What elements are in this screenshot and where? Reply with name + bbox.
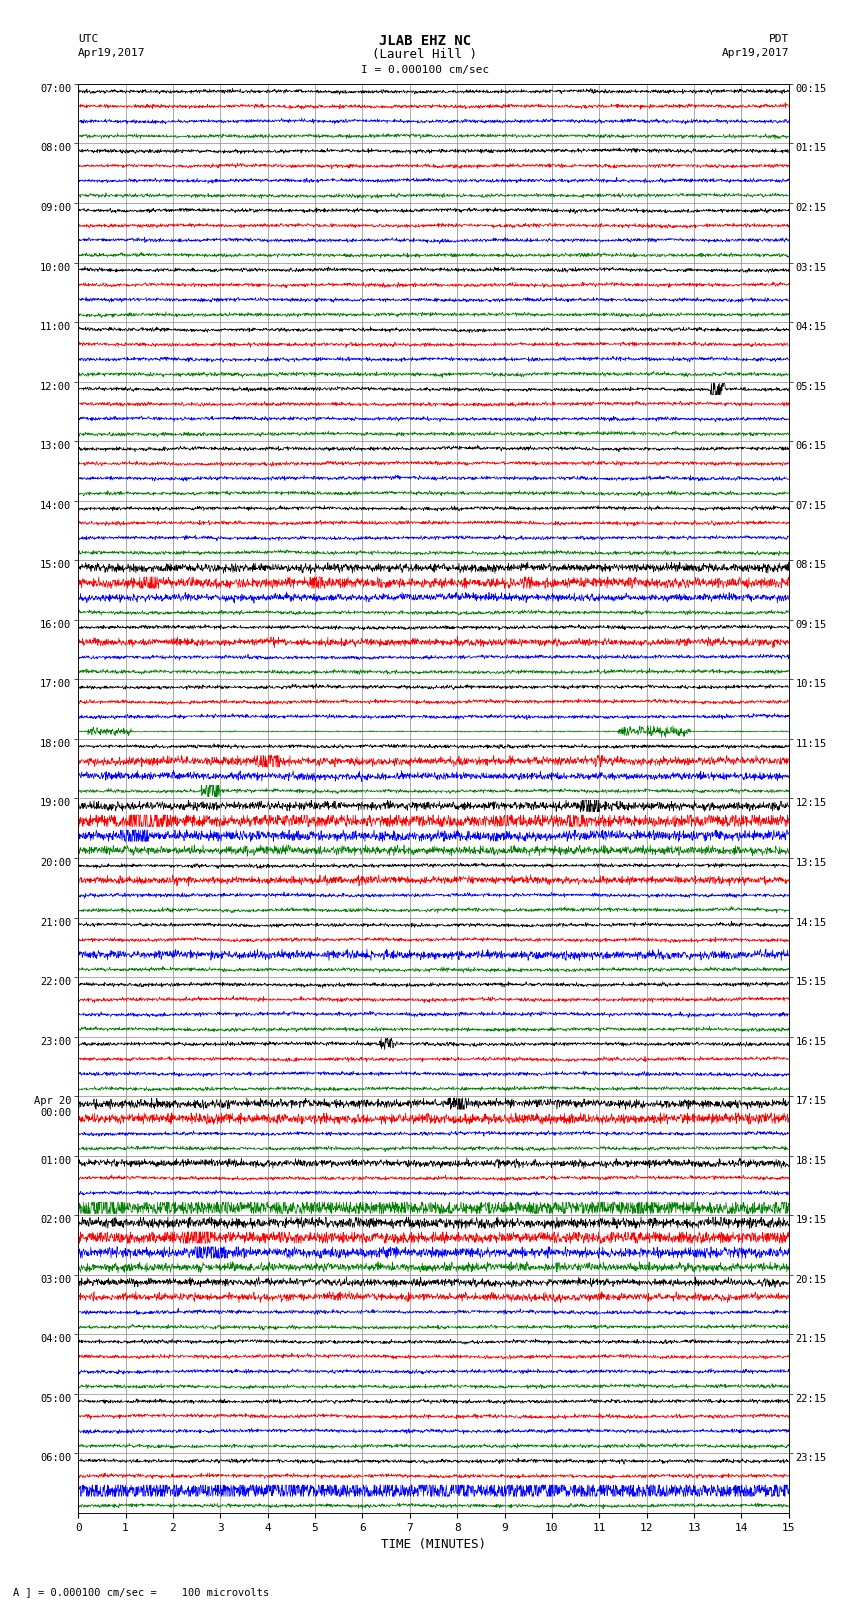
Text: PDT: PDT	[768, 34, 789, 44]
X-axis label: TIME (MINUTES): TIME (MINUTES)	[381, 1539, 486, 1552]
Text: (Laurel Hill ): (Laurel Hill )	[372, 48, 478, 61]
Text: I = 0.000100 cm/sec: I = 0.000100 cm/sec	[361, 65, 489, 74]
Text: JLAB EHZ NC: JLAB EHZ NC	[379, 34, 471, 48]
Text: Apr19,2017: Apr19,2017	[78, 48, 145, 58]
Text: A ] = 0.000100 cm/sec =    100 microvolts: A ] = 0.000100 cm/sec = 100 microvolts	[13, 1587, 269, 1597]
Text: UTC: UTC	[78, 34, 99, 44]
Text: Apr19,2017: Apr19,2017	[722, 48, 789, 58]
